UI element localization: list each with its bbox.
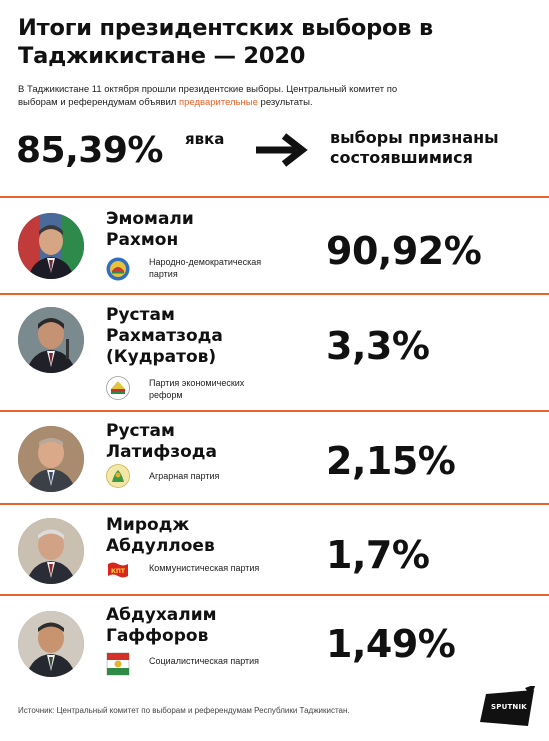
candidate-row: Эмомали Рахмон Народно-демократическая п… (0, 196, 549, 293)
candidate-row: Рустам Рахматзода (Кудратов) Партия экон… (0, 293, 549, 410)
intro-text-before: В Таджикистане 11 октября прошли президе… (18, 84, 398, 108)
turnout-label: явка (185, 130, 225, 148)
candidate-name-line: Рахмон (106, 230, 179, 250)
candidate-name-line: Рустам (106, 305, 175, 325)
page-title: Итоги президентских выборов в Таджикиста… (18, 15, 433, 69)
candidate-name-line: Рахматзода (106, 326, 223, 346)
candidate-row: Миродж Абдуллоев КПТ Коммунистическая па… (0, 503, 549, 594)
candidate-photo (18, 518, 84, 584)
sputnik-logo-text: SPUTNIK (491, 703, 527, 711)
candidate-name-line: Абдухалим (106, 605, 217, 625)
candidate-name-line: Гаффоров (106, 626, 209, 646)
candidate-name-line: (Кудратов) (106, 347, 217, 367)
election-verdict: выборы признаны состоявшимися (330, 128, 499, 167)
candidate-name: Миродж Абдуллоев (106, 515, 215, 557)
sputnik-logo[interactable] (478, 686, 540, 730)
source-note: Источник: Центральный комитет по выборам… (18, 706, 350, 715)
per-emblem-icon (106, 376, 130, 400)
candidate-name: Абдухалим Гаффоров (106, 605, 217, 647)
candidate-name-line: Эмомали (106, 209, 194, 229)
socialist-emblem-icon (106, 652, 130, 676)
candidate-name-line: Абдуллоев (106, 536, 215, 556)
candidate-name: Эмомали Рахмон (106, 209, 194, 251)
vote-percent: 1,7% (326, 533, 430, 577)
intro-highlight-link[interactable]: предварительные (178, 96, 258, 108)
vote-percent: 90,92% (326, 229, 482, 273)
candidate-row: Рустам Латифзода Аграрная партия 2,15% (0, 410, 549, 503)
candidate-name-line: Латифзода (106, 442, 217, 462)
party-name: Коммунистическая партия (149, 563, 260, 573)
candidate-photo (18, 307, 84, 373)
party-name: Народно-демократическая партия (149, 257, 262, 279)
kpt-flag-icon: КПТ (106, 558, 130, 582)
vote-percent: 3,3% (326, 324, 430, 368)
candidate-name: Рустам Латифзода (106, 421, 217, 463)
arrow-right-icon (256, 133, 311, 167)
candidate-photo (18, 213, 84, 279)
vote-percent: 1,49% (326, 622, 456, 666)
candidate-name-line: Рустам (106, 421, 175, 441)
intro-text: В Таджикистане 11 октября прошли президе… (18, 84, 438, 109)
pdpt-emblem-icon (106, 257, 130, 281)
turnout-value: 85,39% (16, 130, 163, 171)
party-name: Аграрная партия (149, 471, 220, 481)
kpt-flag-text: КПТ (111, 568, 126, 575)
candidate-row: Абдухалим Гаффоров Социалистическая парт… (0, 594, 549, 688)
candidate-name: Рустам Рахматзода (Кудратов) (106, 305, 223, 368)
intro-text-after: результаты. (257, 96, 313, 108)
agrarian-emblem-icon (106, 464, 130, 488)
vote-percent: 2,15% (326, 439, 456, 483)
candidate-photo (18, 426, 84, 492)
party-name: Социалистическая партия (149, 656, 260, 666)
candidate-name-line: Миродж (106, 515, 190, 535)
candidate-photo (18, 611, 84, 677)
party-name: Партия экономических реформ (149, 378, 245, 400)
